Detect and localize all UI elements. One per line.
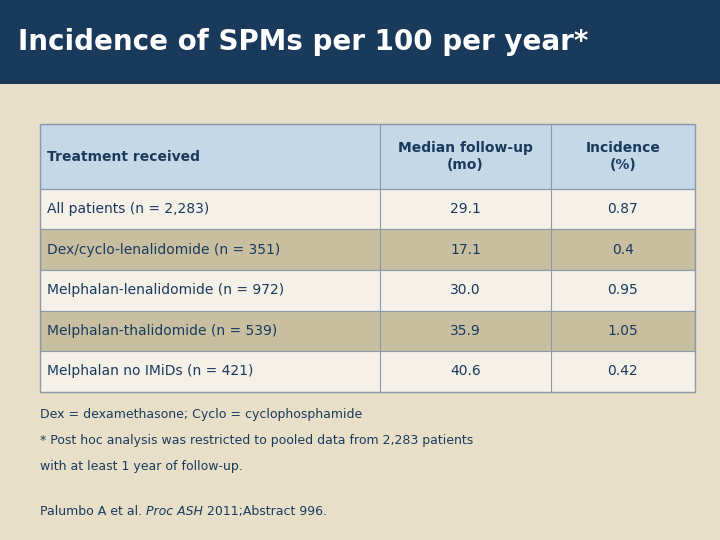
FancyBboxPatch shape [40,310,695,351]
Text: Dex = dexamethasone; Cyclo = cyclophosphamide: Dex = dexamethasone; Cyclo = cyclophosph… [40,408,362,421]
Text: Median follow-up
(mo): Median follow-up (mo) [398,141,533,172]
Text: 0.87: 0.87 [608,202,638,216]
FancyBboxPatch shape [0,0,720,84]
Text: Treatment received: Treatment received [48,150,200,164]
Text: Melphalan no IMiDs (n = 421): Melphalan no IMiDs (n = 421) [48,364,254,378]
Text: 17.1: 17.1 [450,243,481,256]
Text: 2011;Abstract 996.: 2011;Abstract 996. [202,505,327,518]
Text: Incidence
(%): Incidence (%) [585,141,660,172]
Text: All patients (n = 2,283): All patients (n = 2,283) [48,202,210,216]
Text: Incidence of SPMs per 100 per year*: Incidence of SPMs per 100 per year* [18,28,588,56]
Text: 30.0: 30.0 [450,284,481,297]
Text: 0.95: 0.95 [608,284,638,297]
FancyBboxPatch shape [40,230,695,270]
Text: 35.9: 35.9 [450,324,481,338]
FancyBboxPatch shape [40,189,695,230]
Text: Proc ASH: Proc ASH [145,505,202,518]
Text: 0.42: 0.42 [608,364,638,378]
FancyBboxPatch shape [40,270,695,310]
Text: Dex/cyclo-lenalidomide (n = 351): Dex/cyclo-lenalidomide (n = 351) [48,243,281,256]
Text: Melphalan-lenalidomide (n = 972): Melphalan-lenalidomide (n = 972) [48,284,284,297]
FancyBboxPatch shape [40,124,695,189]
FancyBboxPatch shape [40,351,695,392]
Text: 40.6: 40.6 [450,364,481,378]
Text: with at least 1 year of follow-up.: with at least 1 year of follow-up. [40,460,243,472]
Text: 29.1: 29.1 [450,202,481,216]
Text: Melphalan-thalidomide (n = 539): Melphalan-thalidomide (n = 539) [48,324,278,338]
Text: * Post hoc analysis was restricted to pooled data from 2,283 patients: * Post hoc analysis was restricted to po… [40,434,473,447]
Text: 0.4: 0.4 [612,243,634,256]
Text: 1.05: 1.05 [608,324,638,338]
Text: Palumbo A et al.: Palumbo A et al. [40,505,145,518]
